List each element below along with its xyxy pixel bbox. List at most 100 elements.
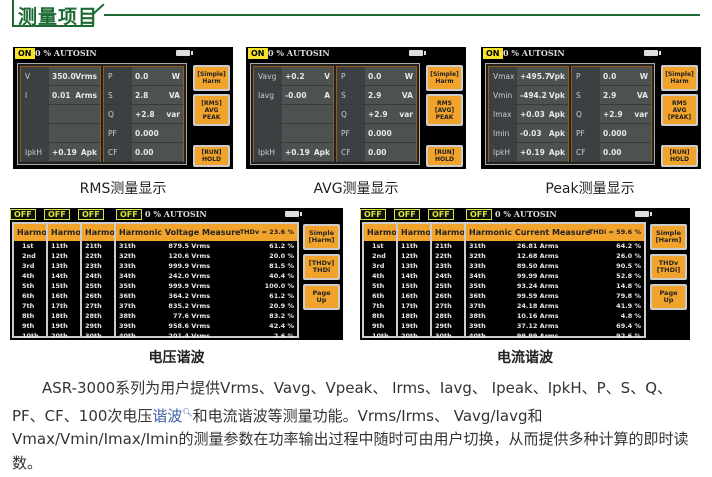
softkey-button[interactable]: [RUN] HOLD (661, 145, 698, 167)
harmonic-percent: 20.0 % (269, 252, 294, 260)
thd-readout: THDi = 59.6 % (589, 224, 641, 241)
reading-row: P 0.0 W (104, 67, 183, 86)
reading-value: 0.00 (365, 143, 416, 161)
harmonic-table-header: Harmonic Voltage Measure THDv = 23.6 % (116, 224, 297, 241)
harmonic-order: 23th (435, 262, 452, 270)
output-status-badge: OFF (466, 209, 492, 220)
readings-grid: Vmax +495.7 Vpk Vmin -494.2 Vpk Imax +0.03 Apk Im… (485, 63, 655, 165)
reading-label: IpkH (489, 143, 517, 161)
softkey-button[interactable]: Page Up (650, 284, 687, 310)
tab-header: Harmonic (48, 224, 84, 241)
harmonic-amplitude: 77.6 Vrms (172, 312, 211, 320)
softkey-button[interactable]: [THDv] THDi (303, 254, 340, 280)
harmonic-amplitude: 120.6 Vrms (168, 252, 211, 260)
harmonic-percent: 52.8 % (616, 272, 641, 280)
harmonic-order: 6th (22, 292, 35, 300)
reading-label: S (104, 86, 132, 104)
softkey-button[interactable]: [Simple] Harm (661, 65, 698, 91)
reading-label: PF (337, 124, 365, 142)
harmonic-row: 31th 26.81 Arms 64.2 % (466, 241, 644, 251)
harmonic-order: 14th (401, 272, 418, 280)
status-bar: OFF OFF OFF OFF 0 % AUTOSIN (360, 208, 690, 221)
softkey-button[interactable]: Simple [Harm] (303, 224, 340, 250)
harmonic-amplitude: 37.12 Arms (516, 322, 559, 330)
harmonic-order: 39th (119, 322, 136, 330)
harmonic-order: 10th (372, 332, 389, 340)
reading-label: PF (104, 124, 132, 142)
harmonic-row: 36th 99.59 Arms 79.8 % (466, 291, 644, 301)
softkey-button[interactable]: [RUN] HOLD (426, 145, 463, 167)
harmonic-order: 29th (435, 322, 452, 330)
harmonic-page-tab[interactable]: Harmonic1st 2nd 3rd 4th 5th 6th 7th 8th 9th 10th (362, 222, 402, 340)
reading-value (49, 105, 100, 123)
reading-row: S 2.8 VA (104, 86, 183, 105)
reading-value: +2.8 (132, 105, 183, 123)
harmonic-order: 36th (469, 292, 486, 300)
harmonic-percent: 41.9 % (616, 302, 641, 310)
harmonic-order: 21th (435, 242, 452, 250)
readings-grid: V 350.0 Vrms I 0.01 Arms IpkH +0.19 Apk P 0.0 W S 2.8… (17, 63, 187, 165)
harmonic-link[interactable]: 谐波 (152, 406, 183, 425)
harmonic-percent: 14.8 % (616, 282, 641, 290)
reading-value: +0.19 (517, 143, 568, 161)
harmonic-row: 35th 93.24 Arms 14.8 % (466, 281, 644, 291)
reading-row (21, 124, 100, 143)
softkey-button[interactable]: RMS [AVG] PEAK (426, 94, 463, 126)
harmonic-order: 1st (372, 242, 384, 250)
tab-header: Harmonic (82, 224, 118, 241)
screen-caption: RMS测量显示 (79, 181, 167, 197)
softkey-button[interactable]: Simple [Harm] (650, 224, 687, 250)
battery-icon (285, 211, 302, 217)
softkey-button[interactable]: Page Up (303, 284, 340, 310)
reading-row: IpkH +0.19 Apk (254, 143, 333, 162)
output-status-badge: OFF (116, 209, 142, 220)
harmonic-order: 1st (22, 242, 34, 250)
harmonic-title: Harmonic Current Measure (469, 228, 591, 237)
harmonic-order: 13th (401, 262, 418, 270)
harmonic-page-tab[interactable]: Harmonic11th 12th 13th 14th 15th 16th 17th 18th… (46, 222, 86, 340)
harmonic-page-tab[interactable]: Harmonic1st 2nd 3rd 4th 5th 6th 7th 8th 9th 10th (12, 222, 52, 340)
reading-value: 0.0 (600, 67, 651, 85)
harmonic-amplitude: 93.24 Arms (516, 282, 559, 290)
harmonic-order: 10th (22, 332, 39, 340)
harmonic-order: 16th (401, 292, 418, 300)
softkey-button[interactable]: [RMS] AVG PEAK (193, 94, 230, 126)
reading-row: Q +2.9 var (572, 105, 651, 124)
output-status-badge: ON (248, 48, 268, 59)
harmonic-order: 5th (372, 282, 385, 290)
tab-header: Harmonic (364, 224, 400, 241)
softkey-button[interactable]: [Simple] Harm (193, 65, 230, 91)
harmonic-amplitude: 99.99 Arms (516, 272, 559, 280)
softkey-button[interactable]: THDv [THDi] (650, 254, 687, 280)
softkey-button[interactable]: [RUN] HOLD (193, 145, 230, 167)
output-status-badge: OFF (44, 209, 70, 220)
harmonic-amplitude: 10.16 Arms (516, 312, 559, 320)
softkey-button[interactable]: [Simple] Harm (426, 65, 463, 91)
harmonic-percent: 81.5 % (269, 262, 294, 270)
reading-row: Vmin -494.2 Vpk (489, 86, 568, 105)
reading-unit: Vpk (548, 91, 565, 100)
harmonic-order: 37th (119, 302, 136, 310)
search-icon[interactable]: 🔍︎ (182, 407, 193, 417)
reading-value: -494.2 (517, 86, 568, 104)
harmonic-page-tab[interactable]: Harmonic21th 22th 23th 24th 25th 26th 27th 28th… (430, 222, 470, 340)
harmonic-order: 2nd (372, 252, 386, 260)
mode-label: 0 % AUTOSIN (503, 48, 565, 58)
harmonic-row: 37th 835.2 Vrms 20.9 % (116, 301, 297, 311)
reading-row: CF 0.00 (104, 143, 183, 162)
output-status-badge: OFF (394, 209, 420, 220)
harmonic-order: 20th (401, 332, 418, 340)
harmonic-order: 14th (51, 272, 68, 280)
reading-label: P (572, 67, 600, 85)
status-bar: ON 0 % AUTOSIN (481, 47, 701, 60)
thd-label: THDi = (588, 228, 614, 236)
softkey-button[interactable]: RMS AVG [PEAK] (661, 94, 698, 126)
reading-label: Vmax (489, 67, 517, 85)
harmonic-page-tab[interactable]: Harmonic11th 12th 13th 14th 15th 16th 17th 18th… (396, 222, 436, 340)
harmonic-order: 34th (469, 272, 486, 280)
harmonic-row: 33th 89.50 Arms 90.5 % (466, 261, 644, 271)
readings-column-right: P 0.0 W S 2.9 VA Q +2.9 var PF 0.000 CF 0.00 (571, 66, 652, 162)
harmonic-title: Harmonic Voltage Measure (119, 228, 241, 237)
reading-row: PF 0.000 (104, 124, 183, 143)
reading-value: 0.00 (132, 143, 183, 161)
